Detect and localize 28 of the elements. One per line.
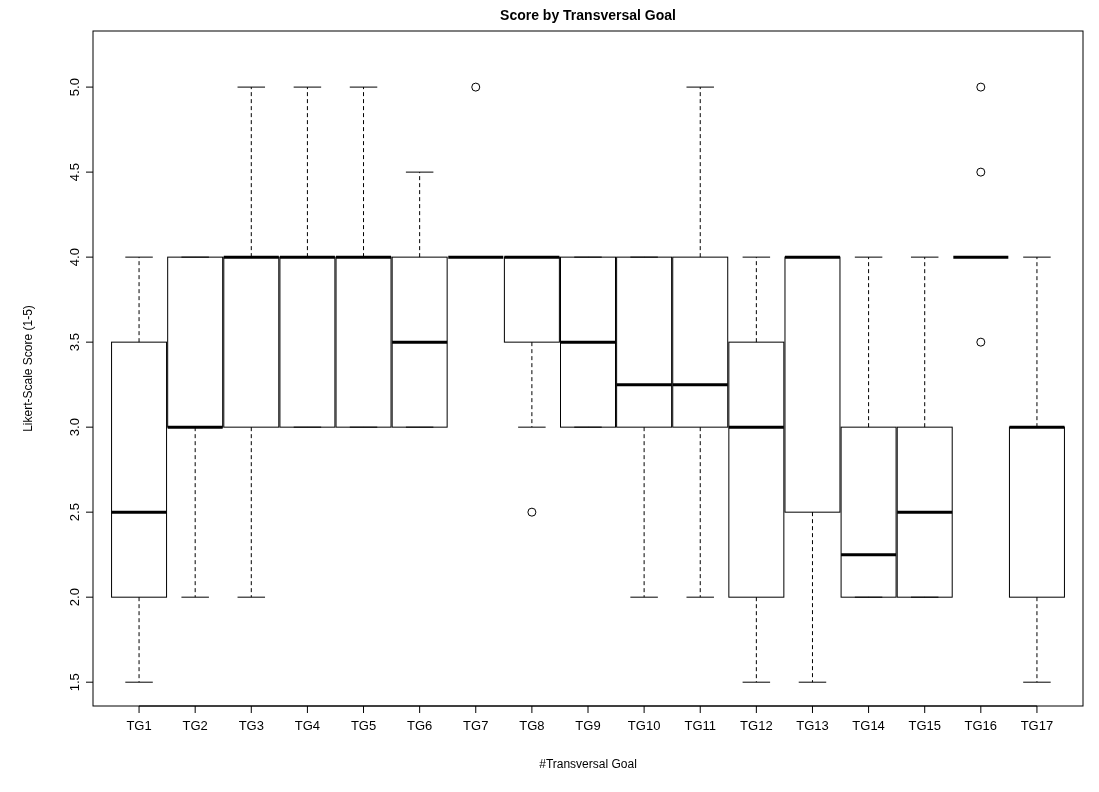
- x-axis-title: #Transversal Goal: [539, 757, 637, 771]
- y-tick-label: 3.5: [67, 333, 82, 352]
- x-tick-label: TG10: [627, 718, 661, 733]
- x-tick-label: TG12: [740, 718, 773, 733]
- x-tick-label: TG7: [463, 718, 489, 733]
- y-tick-label: 2.5: [67, 503, 82, 522]
- y-tick-label: 4.5: [67, 163, 82, 182]
- x-tick-label: TG13: [796, 718, 829, 733]
- y-tick-label: 1.5: [67, 673, 82, 692]
- x-tick-label: TG5: [350, 718, 377, 733]
- y-tick-label: 4.0: [67, 248, 82, 267]
- y-tick-label: 5.0: [67, 78, 82, 97]
- x-tick-label: TG3: [238, 718, 264, 733]
- y-tick-label: 3.0: [67, 418, 82, 437]
- x-tick-label: TG2: [182, 718, 208, 733]
- x-tick-label: TG6: [407, 718, 433, 733]
- x-tick-label: TG8: [519, 718, 545, 733]
- x-tick-label: TG15: [908, 718, 941, 733]
- x-tick-label: TG4: [294, 718, 321, 733]
- x-tick-label: TG16: [964, 718, 998, 733]
- x-tick-label: TG17: [1020, 718, 1054, 733]
- x-tick-label: TG1: [126, 718, 152, 733]
- y-axis-title: Likert-Scale Score (1-5): [21, 305, 35, 432]
- y-tick-label: 2.0: [67, 588, 82, 607]
- x-tick-label: TG14: [852, 718, 885, 733]
- x-tick-label: TG11: [684, 718, 717, 733]
- x-tick-label: TG9: [575, 718, 601, 733]
- chart-title: Score by Transversal Goal: [500, 7, 676, 23]
